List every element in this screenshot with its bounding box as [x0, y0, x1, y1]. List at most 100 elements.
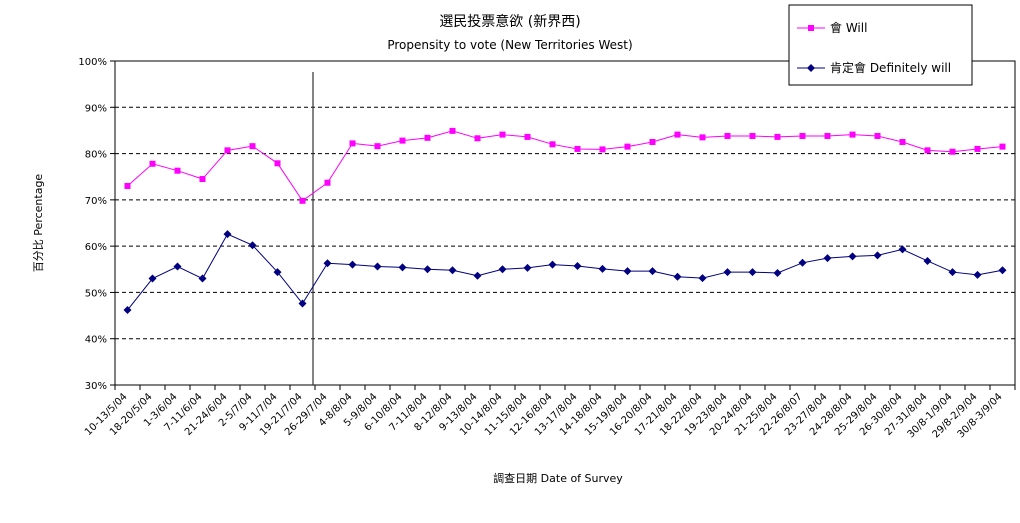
data-point: [148, 274, 157, 283]
data-point: [524, 133, 531, 140]
data-point: [774, 133, 781, 140]
y-tick-label: 80%: [85, 150, 107, 161]
y-axis-ticks: 30% 40% 50% 60% 70% 80% 90% 100%: [78, 57, 115, 392]
y-tick-label: 50%: [85, 288, 107, 299]
series-2: [123, 230, 1007, 315]
data-point: [699, 134, 706, 141]
data-point: [448, 266, 457, 275]
data-point: [648, 267, 657, 276]
data-point: [198, 274, 207, 283]
data-point: [973, 270, 982, 279]
legend-marker: [807, 64, 815, 72]
data-point: [174, 167, 181, 174]
data-point: [473, 271, 482, 280]
plot-area: 30% 40% 50% 60% 70% 80% 90% 100% 10-13/5/0418-2…: [78, 57, 1016, 440]
legend-marker: [808, 25, 814, 31]
data-point: [873, 251, 882, 260]
data-point: [848, 252, 857, 261]
data-point: [124, 182, 131, 189]
data-point: [348, 260, 357, 269]
data-point: [723, 268, 732, 277]
series-1: [124, 127, 1006, 204]
data-point: [773, 268, 782, 277]
data-point: [974, 145, 981, 152]
series-layer: [123, 127, 1007, 315]
legend-items: 會 Will 肯定會 Definitely will: [797, 21, 951, 75]
y-tick-label: 70%: [85, 196, 107, 207]
data-point: [599, 146, 606, 153]
data-point: [173, 262, 182, 271]
data-point: [149, 160, 156, 167]
y-tick-label: 90%: [85, 103, 107, 114]
data-point: [549, 141, 556, 148]
data-point: [949, 148, 956, 155]
data-point: [748, 268, 757, 277]
data-point: [573, 262, 582, 271]
gridlines: [115, 106, 1015, 340]
data-point: [548, 260, 557, 269]
legend-box: [788, 4, 973, 86]
data-point: [499, 131, 506, 138]
plot-frame: [114, 60, 1016, 386]
data-point: [498, 265, 507, 274]
data-point: [199, 176, 206, 183]
y-tick-label: 40%: [85, 335, 107, 346]
data-point: [624, 143, 631, 150]
y-axis-label: 百分比 Percentage: [32, 174, 45, 273]
data-point: [299, 197, 306, 204]
series-line: [127, 130, 1003, 202]
y-tick-label: 60%: [85, 242, 107, 253]
data-point: [823, 254, 832, 263]
data-point: [273, 268, 282, 277]
y-tick-label: 30%: [85, 381, 107, 392]
data-point: [123, 306, 132, 315]
data-point: [374, 143, 381, 150]
data-point: [924, 147, 931, 154]
data-point: [923, 256, 932, 265]
data-point: [598, 264, 607, 273]
data-point: [224, 147, 231, 154]
series-line: [127, 233, 1003, 311]
data-point: [948, 268, 957, 277]
data-point: [248, 241, 257, 250]
data-point: [223, 230, 232, 239]
data-point: [899, 139, 906, 145]
data-point: [274, 160, 281, 167]
data-point: [249, 143, 256, 150]
data-point: [649, 139, 656, 145]
legend-label: 肯定會 Definitely will: [830, 60, 951, 75]
data-point: [824, 132, 831, 139]
data-point: [449, 127, 456, 134]
data-point: [674, 131, 681, 138]
data-point: [298, 299, 307, 308]
data-point: [998, 266, 1007, 275]
data-point: [724, 132, 731, 139]
x-tick-label: 30/8-3/9/04: [956, 391, 1005, 440]
data-point: [399, 137, 406, 144]
data-point: [849, 131, 856, 138]
data-point: [874, 132, 881, 139]
data-point: [423, 265, 432, 274]
data-point: [673, 272, 682, 281]
data-point: [324, 179, 331, 186]
x-axis-label: 調查日期 Date of Survey: [493, 471, 623, 485]
y-tick-label: 100%: [78, 57, 107, 68]
data-point: [323, 259, 332, 268]
data-point: [999, 143, 1006, 150]
chart-subtitle: Propensity to vote (New Territories West…: [387, 38, 632, 52]
data-point: [749, 132, 756, 139]
data-point: [574, 145, 581, 152]
data-point: [424, 134, 431, 141]
data-point: [798, 258, 807, 267]
data-point: [349, 140, 356, 147]
data-point: [474, 135, 481, 142]
legend: 會 Will 肯定會 Definitely will: [788, 4, 973, 86]
data-point: [523, 263, 532, 272]
legend-label: 會 Will: [830, 21, 867, 35]
data-point: [398, 263, 407, 272]
data-point: [623, 267, 632, 276]
data-point: [698, 274, 707, 283]
data-point: [799, 132, 806, 139]
